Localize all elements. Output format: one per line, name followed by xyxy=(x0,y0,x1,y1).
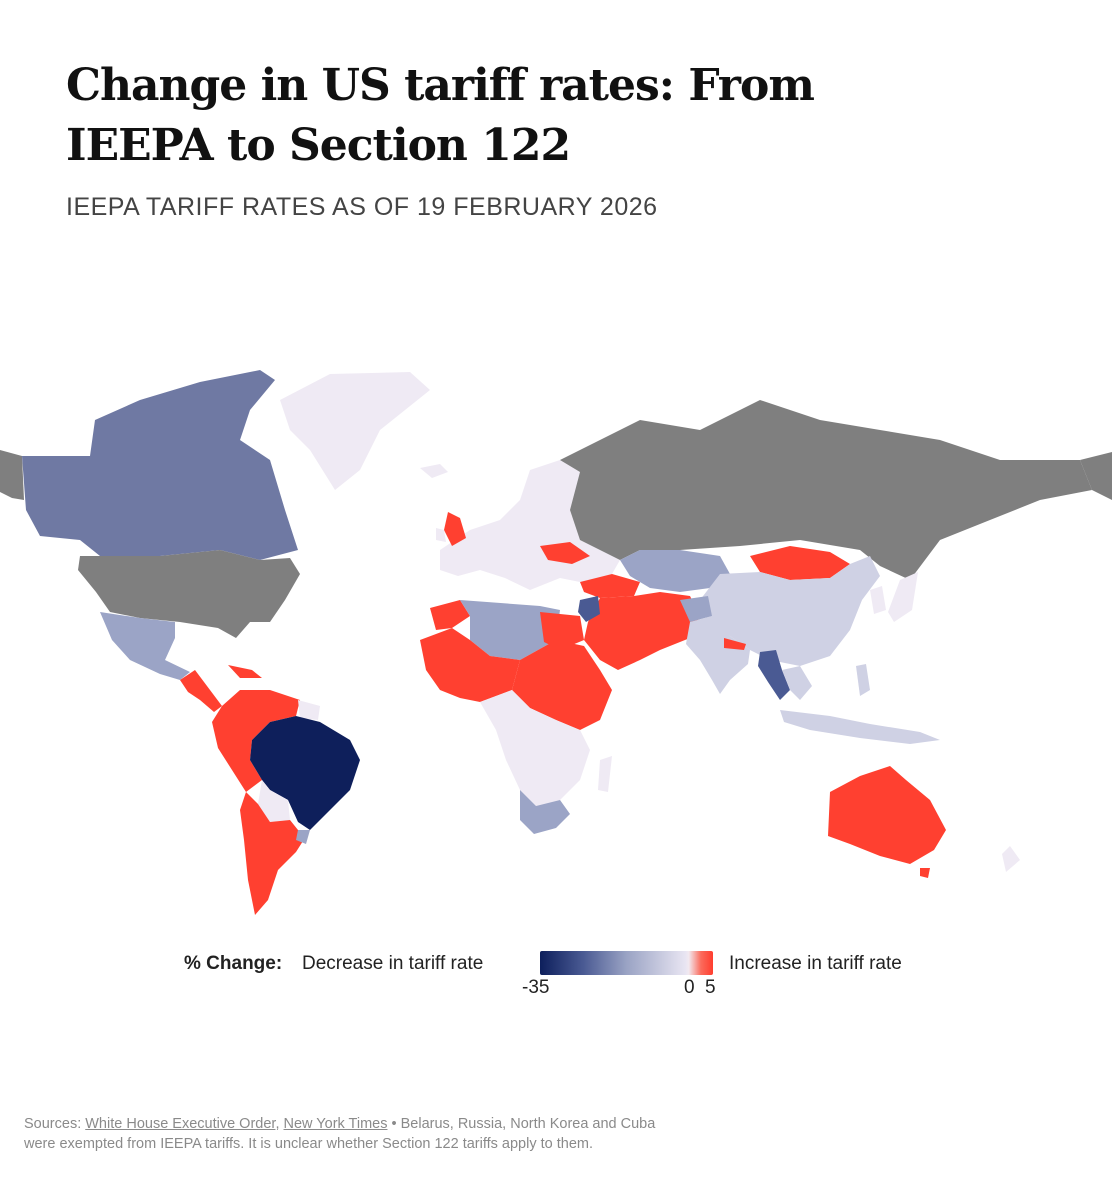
source-link-nyt[interactable]: New York Times xyxy=(283,1116,388,1132)
region-greenland[interactable] xyxy=(280,372,430,490)
region-bolivia[interactable] xyxy=(258,780,290,822)
region-afghanistan[interactable] xyxy=(680,596,712,622)
legend-tick-zero: 0 xyxy=(684,977,695,998)
region-australia[interactable] xyxy=(828,766,946,864)
region-central-africa[interactable] xyxy=(480,690,590,806)
legend: % Change: Decrease in tariff rate Increa… xyxy=(0,945,1112,1005)
region-central-america[interactable] xyxy=(180,670,222,712)
region-alaska[interactable] xyxy=(0,450,24,500)
region-ireland[interactable] xyxy=(436,528,446,542)
region-mongolia[interactable] xyxy=(750,546,850,580)
region-brazil[interactable] xyxy=(250,716,360,830)
region-egypt-libya[interactable] xyxy=(540,612,584,650)
region-myanmar[interactable] xyxy=(758,650,790,700)
region-uruguay[interactable] xyxy=(296,830,310,844)
region-new-zealand[interactable] xyxy=(1002,846,1020,872)
page-subtitle: IEEPA TARIFF RATES AS OF 19 FEBRUARY 202… xyxy=(66,193,658,221)
region-mexico[interactable] xyxy=(100,612,190,680)
region-china[interactable] xyxy=(700,556,880,666)
region-central-east-africa[interactable] xyxy=(512,640,612,730)
footer-notes: Sources: White House Executive Order, Ne… xyxy=(24,1114,664,1154)
region-southeast-asia[interactable] xyxy=(782,666,812,700)
region-philippines[interactable] xyxy=(856,664,870,696)
region-north-africa[interactable] xyxy=(460,600,560,660)
footer-prefix: Sources: xyxy=(24,1116,86,1132)
region-chukotka-east[interactable] xyxy=(1080,452,1112,500)
region-middle-east[interactable] xyxy=(584,592,700,670)
region-russia[interactable] xyxy=(560,400,1092,580)
region-caribbean[interactable] xyxy=(228,665,262,678)
region-japan[interactable] xyxy=(888,572,918,622)
region-ukraine[interactable] xyxy=(540,542,590,564)
region-madagascar[interactable] xyxy=(598,756,612,792)
legend-title: % Change: xyxy=(184,953,283,974)
footer-sep: , xyxy=(275,1116,284,1132)
region-tasmania[interactable] xyxy=(920,868,930,878)
region-united-kingdom[interactable] xyxy=(444,512,466,546)
region-southern-cone[interactable] xyxy=(240,792,310,915)
region-northern-andes[interactable] xyxy=(212,690,300,792)
region-india[interactable] xyxy=(686,616,750,694)
region-guianas[interactable] xyxy=(298,700,320,720)
footer-note: • Belarus, Russia, North Korea and Cuba … xyxy=(24,1116,656,1152)
region-levant[interactable] xyxy=(578,596,600,622)
legend-color-scale xyxy=(540,951,713,975)
legend-decrease-label: Decrease in tariff rate xyxy=(302,953,484,974)
legend-increase-label: Increase in tariff rate xyxy=(729,953,902,974)
region-indonesia[interactable] xyxy=(780,710,940,744)
region-southern-africa[interactable] xyxy=(520,790,570,834)
region-kazakhstan[interactable] xyxy=(620,550,730,592)
legend-tick-max: 5 xyxy=(705,977,716,998)
legend-tick-min: -35 xyxy=(522,977,550,998)
region-morocco-west[interactable] xyxy=(430,600,470,630)
region-turkey[interactable] xyxy=(580,574,640,598)
region-nepal[interactable] xyxy=(724,638,746,650)
region-united-states[interactable] xyxy=(78,550,300,638)
region-korea[interactable] xyxy=(870,586,886,614)
region-west-africa[interactable] xyxy=(420,628,520,702)
source-link-white-house[interactable]: White House Executive Order xyxy=(85,1116,276,1132)
world-map xyxy=(0,370,1112,915)
page-title: Change in US tariff rates: From IEEPA to… xyxy=(66,60,815,171)
region-canada[interactable] xyxy=(22,370,298,560)
region-iceland[interactable] xyxy=(420,464,448,478)
